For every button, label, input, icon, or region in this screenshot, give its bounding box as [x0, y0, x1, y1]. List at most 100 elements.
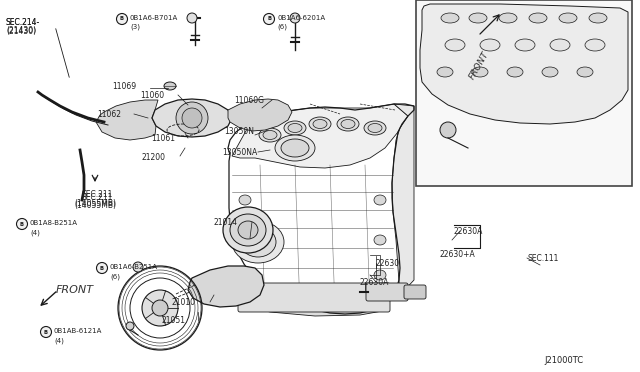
Circle shape — [142, 290, 178, 326]
Text: 0B1A6-B251A: 0B1A6-B251A — [110, 264, 158, 270]
Text: 0B1A6-6201A: 0B1A6-6201A — [277, 15, 325, 21]
Text: SEC.214-: SEC.214- — [6, 18, 40, 27]
Circle shape — [182, 108, 202, 128]
Text: B: B — [120, 16, 124, 22]
Text: 0B1A8-B251A: 0B1A8-B251A — [30, 220, 78, 226]
Text: (21430): (21430) — [6, 26, 36, 35]
Ellipse shape — [288, 124, 302, 132]
Polygon shape — [420, 4, 628, 124]
Ellipse shape — [441, 13, 459, 23]
Ellipse shape — [281, 139, 309, 157]
FancyBboxPatch shape — [366, 283, 408, 301]
Ellipse shape — [374, 195, 386, 205]
Text: 22630A: 22630A — [454, 227, 483, 236]
Text: (6): (6) — [110, 273, 120, 279]
Text: B: B — [100, 266, 104, 270]
FancyBboxPatch shape — [238, 283, 390, 312]
Polygon shape — [152, 99, 232, 137]
Ellipse shape — [263, 131, 277, 140]
Ellipse shape — [589, 13, 607, 23]
Circle shape — [97, 263, 108, 273]
Ellipse shape — [577, 67, 593, 77]
Circle shape — [176, 102, 208, 134]
Text: 11069: 11069 — [112, 82, 136, 91]
Ellipse shape — [374, 235, 386, 245]
Ellipse shape — [445, 39, 465, 51]
FancyBboxPatch shape — [404, 285, 426, 299]
Ellipse shape — [284, 121, 306, 135]
Circle shape — [126, 322, 134, 330]
Polygon shape — [232, 104, 408, 168]
Ellipse shape — [364, 121, 386, 135]
Text: (21430): (21430) — [6, 27, 36, 36]
Ellipse shape — [499, 13, 517, 23]
Text: (6): (6) — [277, 24, 287, 31]
Text: FRONT: FRONT — [56, 285, 94, 295]
Ellipse shape — [232, 221, 284, 263]
Text: J21000TC: J21000TC — [544, 356, 583, 365]
Text: (14055MB): (14055MB) — [74, 201, 116, 210]
Text: 11062: 11062 — [97, 110, 121, 119]
Ellipse shape — [239, 270, 251, 280]
Ellipse shape — [223, 207, 273, 253]
Polygon shape — [238, 285, 390, 316]
Text: SEC.214-: SEC.214- — [6, 18, 40, 27]
Text: SEC.211: SEC.211 — [82, 190, 113, 199]
Circle shape — [290, 13, 300, 23]
Text: B: B — [44, 330, 48, 334]
Text: B: B — [20, 221, 24, 227]
Text: (3): (3) — [130, 24, 140, 31]
Ellipse shape — [239, 195, 251, 205]
Ellipse shape — [559, 13, 577, 23]
Circle shape — [116, 13, 127, 25]
Text: (14055MB): (14055MB) — [74, 199, 116, 208]
Polygon shape — [228, 99, 292, 131]
Ellipse shape — [238, 221, 258, 239]
Text: 0B1AB-6121A: 0B1AB-6121A — [54, 328, 102, 334]
Text: 22630+A: 22630+A — [440, 250, 476, 259]
Circle shape — [133, 262, 143, 272]
Circle shape — [17, 218, 28, 230]
Text: (4): (4) — [54, 337, 64, 343]
Text: SEC.111: SEC.111 — [527, 254, 558, 263]
Ellipse shape — [550, 39, 570, 51]
Circle shape — [264, 13, 275, 25]
Ellipse shape — [309, 117, 331, 131]
Text: 21014: 21014 — [214, 218, 238, 227]
Text: 11060G: 11060G — [234, 96, 264, 105]
Text: SEC.211: SEC.211 — [82, 193, 113, 202]
Ellipse shape — [240, 227, 276, 257]
Bar — [416, 0, 632, 186]
Text: B: B — [267, 16, 271, 22]
Text: FRONT: FRONT — [468, 50, 491, 81]
Text: 21051: 21051 — [161, 316, 185, 325]
Ellipse shape — [472, 67, 488, 77]
Circle shape — [440, 122, 456, 138]
Text: 13050N: 13050N — [224, 127, 254, 136]
Ellipse shape — [337, 117, 359, 131]
Ellipse shape — [341, 119, 355, 128]
Ellipse shape — [515, 39, 535, 51]
Circle shape — [40, 327, 51, 337]
Ellipse shape — [164, 82, 176, 90]
Ellipse shape — [259, 128, 281, 142]
Ellipse shape — [507, 67, 523, 77]
Text: 22630: 22630 — [376, 259, 400, 268]
Text: 21010: 21010 — [172, 298, 196, 307]
Ellipse shape — [275, 135, 315, 161]
Ellipse shape — [239, 235, 251, 245]
Ellipse shape — [374, 270, 386, 280]
Text: 0B1A6-B701A: 0B1A6-B701A — [130, 15, 179, 21]
Ellipse shape — [480, 39, 500, 51]
Ellipse shape — [230, 214, 266, 246]
Text: 13050NA: 13050NA — [222, 148, 257, 157]
Ellipse shape — [368, 124, 382, 132]
Text: 22630A: 22630A — [360, 278, 389, 287]
Ellipse shape — [542, 67, 558, 77]
Text: 11061: 11061 — [151, 134, 175, 143]
Ellipse shape — [585, 39, 605, 51]
Circle shape — [152, 300, 168, 316]
Text: 21200: 21200 — [142, 153, 166, 162]
Ellipse shape — [437, 67, 453, 77]
Polygon shape — [392, 104, 414, 295]
